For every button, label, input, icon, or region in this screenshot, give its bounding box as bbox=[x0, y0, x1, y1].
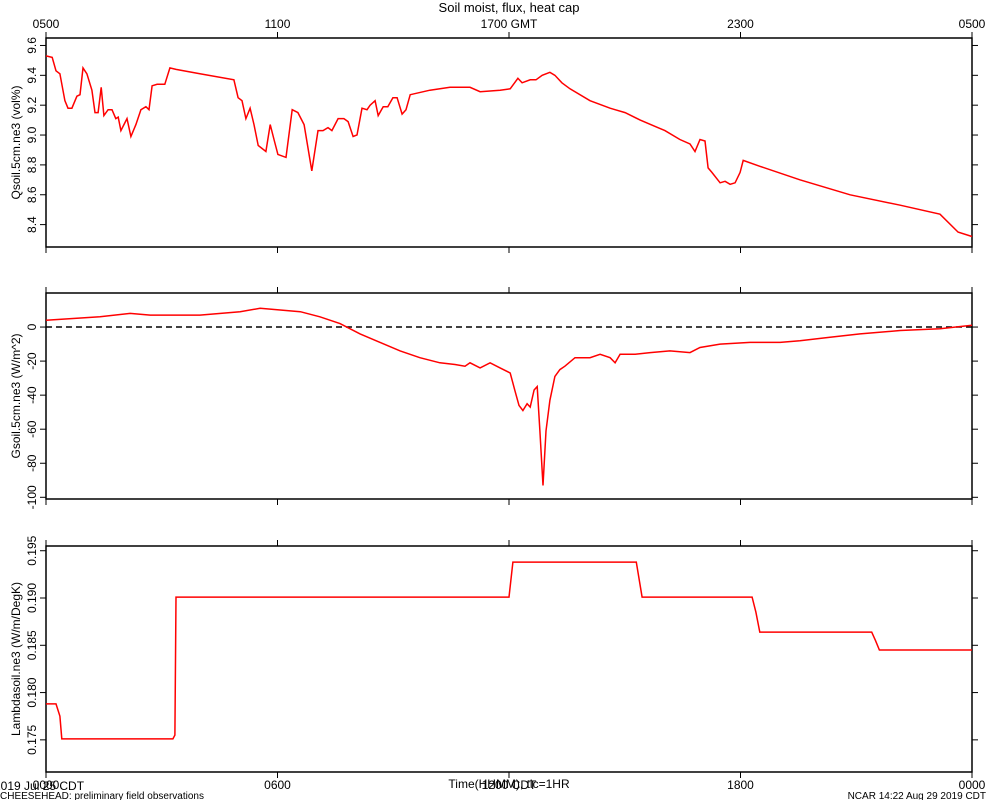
y-tick-label: -100 bbox=[25, 485, 39, 509]
x-axis-label: Time(HHMM), tic=1HR bbox=[448, 777, 570, 791]
x2-tick-label: 2300 bbox=[727, 17, 754, 31]
footer-right: NCAR 14:22 Aug 29 2019 CDT bbox=[848, 791, 986, 800]
y-tick-label: 8.6 bbox=[25, 186, 39, 203]
y-axis-label: Qsoil.5cm.ne3 (vol%) bbox=[9, 85, 23, 199]
data-line bbox=[45, 307, 973, 486]
x-tick-label: 0000 bbox=[33, 778, 60, 792]
x-tick-label: 1800 bbox=[727, 778, 754, 792]
y-axis-label: Gsoil.5cm.ne3 (W/m^2) bbox=[9, 334, 23, 459]
y-tick-label: -60 bbox=[25, 420, 39, 438]
x-tick-label: 0600 bbox=[264, 778, 291, 792]
y-tick-label: 9.6 bbox=[25, 37, 39, 54]
y-tick-label: 0.190 bbox=[25, 583, 39, 613]
footer-left: CHEESEHEAD: preliminary field observatio… bbox=[0, 791, 204, 800]
plot-frame bbox=[45, 37, 973, 248]
y-tick-label: 0.185 bbox=[25, 630, 39, 660]
y-tick-label: -20 bbox=[25, 352, 39, 370]
y-tick-label: 9.2 bbox=[25, 97, 39, 114]
y-tick-label: 0.175 bbox=[25, 725, 39, 755]
y-tick-label: 8.8 bbox=[25, 156, 39, 173]
data-line bbox=[45, 55, 973, 238]
y-tick-label: 0.195 bbox=[25, 535, 39, 565]
y-tick-label: -80 bbox=[25, 454, 39, 472]
x-tick-label: 1200 CDT bbox=[482, 778, 537, 792]
x-tick-label: 0000 bbox=[959, 778, 986, 792]
y-tick-label: 0 bbox=[25, 323, 39, 330]
date-label: 2019 Jul 25 CDT bbox=[0, 779, 85, 793]
data-line bbox=[46, 561, 972, 740]
y-tick-label: 9.0 bbox=[25, 126, 39, 143]
plot-frame bbox=[45, 545, 973, 773]
y-tick-label: 8.4 bbox=[25, 216, 39, 233]
y-axis-label: Lambdasoil.ne3 (W/m/DegK) bbox=[9, 582, 23, 736]
y-tick-label: -40 bbox=[25, 386, 39, 404]
x2-tick-label: 1100 bbox=[265, 17, 291, 31]
y-tick-label: 9.4 bbox=[25, 67, 39, 84]
x2-tick-label: 0500 bbox=[959, 17, 986, 31]
x2-tick-label: 0500 bbox=[33, 17, 60, 31]
chart-title: Soil moist, flux, heat cap bbox=[439, 0, 580, 15]
plot-frame bbox=[45, 292, 973, 500]
x2-tick-label: 1700 GMT bbox=[481, 17, 538, 31]
y-tick-label: 0.180 bbox=[25, 677, 39, 707]
